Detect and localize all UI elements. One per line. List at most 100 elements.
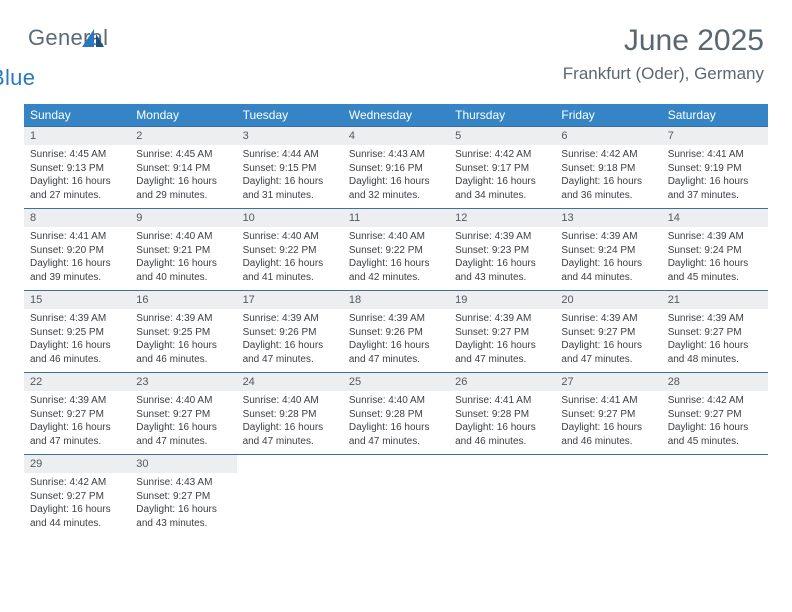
day-number: 13	[555, 209, 661, 227]
calendar-day	[237, 455, 343, 536]
calendar-day: 26Sunrise: 4:41 AMSunset: 9:28 PMDayligh…	[449, 373, 555, 454]
daylight-line: Daylight: 16 hours and 46 minutes.	[30, 339, 124, 366]
day-details: Sunrise: 4:40 AMSunset: 9:28 PMDaylight:…	[237, 391, 343, 454]
daylight-line: Daylight: 16 hours and 27 minutes.	[30, 175, 124, 202]
day-details: Sunrise: 4:43 AMSunset: 9:16 PMDaylight:…	[343, 145, 449, 208]
page-title: June 2025	[563, 24, 764, 58]
sunrise-line: Sunrise: 4:43 AM	[136, 476, 230, 490]
calendar-week: 1Sunrise: 4:45 AMSunset: 9:13 PMDaylight…	[24, 126, 768, 208]
day-details: Sunrise: 4:39 AMSunset: 9:27 PMDaylight:…	[662, 309, 768, 372]
daylight-line: Daylight: 16 hours and 47 minutes.	[455, 339, 549, 366]
sunset-line: Sunset: 9:25 PM	[136, 326, 230, 340]
daylight-line: Daylight: 16 hours and 48 minutes.	[668, 339, 762, 366]
sunset-line: Sunset: 9:24 PM	[668, 244, 762, 258]
day-details: Sunrise: 4:40 AMSunset: 9:21 PMDaylight:…	[130, 227, 236, 290]
daylight-line: Daylight: 16 hours and 31 minutes.	[243, 175, 337, 202]
calendar-day: 20 Sunrise: 4:39 AMSunset: 9:27 PMDayligh…	[555, 291, 661, 372]
col-thursday: Thursday	[449, 104, 555, 126]
sunset-line: Sunset: 9:22 PM	[349, 244, 443, 258]
col-wednesday: Wednesday	[343, 104, 449, 126]
sunrise-line: Sunrise: 4:39 AM	[668, 312, 762, 326]
sunrise-line: Sunrise: 4:41 AM	[30, 230, 124, 244]
day-details: Sunrise: 4:39 AMSunset: 9:27 PMDaylight:…	[449, 309, 555, 372]
calendar-day: 21Sunrise: 4:39 AMSunset: 9:27 PMDayligh…	[662, 291, 768, 372]
calendar: Sunday Monday Tuesday Wednesday Thursday…	[24, 104, 768, 536]
sunset-line: Sunset: 9:27 PM	[668, 326, 762, 340]
sunset-line: Sunset: 9:27 PM	[30, 490, 124, 504]
daylight-line: Daylight: 16 hours and 39 minutes.	[30, 257, 124, 284]
day-number: 12	[449, 209, 555, 227]
sunrise-line: Sunrise: 4:41 AM	[668, 148, 762, 162]
calendar-day	[449, 455, 555, 536]
sunrise-line: Sunrise: 4:45 AM	[30, 148, 124, 162]
sunset-line: Sunset: 9:16 PM	[349, 162, 443, 176]
day-number: 14	[662, 209, 768, 227]
calendar-body: 1Sunrise: 4:45 AMSunset: 9:13 PMDaylight…	[24, 126, 768, 536]
sunset-line: Sunset: 9:17 PM	[455, 162, 549, 176]
day-details: Sunrise: 4:40 AMSunset: 9:22 PMDaylight:…	[343, 227, 449, 290]
calendar-header-row: Sunday Monday Tuesday Wednesday Thursday…	[24, 104, 768, 126]
col-saturday: Saturday	[662, 104, 768, 126]
sunrise-line: Sunrise: 4:42 AM	[30, 476, 124, 490]
day-number: 7	[662, 127, 768, 145]
sunset-line: Sunset: 9:27 PM	[30, 408, 124, 422]
daylight-line: Daylight: 16 hours and 43 minutes.	[136, 503, 230, 530]
calendar-day: 18Sunrise: 4:39 AMSunset: 9:26 PMDayligh…	[343, 291, 449, 372]
daylight-line: Daylight: 16 hours and 47 minutes.	[561, 339, 655, 366]
daylight-line: Daylight: 16 hours and 32 minutes.	[349, 175, 443, 202]
calendar-day	[343, 455, 449, 536]
sunset-line: Sunset: 9:18 PM	[561, 162, 655, 176]
calendar-day: 27Sunrise: 4:41 AMSunset: 9:27 PMDayligh…	[555, 373, 661, 454]
calendar-day: 14Sunrise: 4:39 AMSunset: 9:24 PMDayligh…	[662, 209, 768, 290]
day-details: Sunrise: 4:42 AMSunset: 9:27 PMDaylight:…	[24, 473, 130, 536]
daylight-line: Daylight: 16 hours and 47 minutes.	[243, 339, 337, 366]
day-number: 17	[237, 291, 343, 309]
day-details: Sunrise: 4:43 AMSunset: 9:27 PMDaylight:…	[130, 473, 236, 536]
day-details: Sunrise: 4:42 AMSunset: 9:27 PMDaylight:…	[662, 391, 768, 454]
sunrise-line: Sunrise: 4:39 AM	[136, 312, 230, 326]
day-number: 10	[237, 209, 343, 227]
sunrise-line: Sunrise: 4:40 AM	[349, 394, 443, 408]
day-number: 5	[449, 127, 555, 145]
sunrise-line: Sunrise: 4:40 AM	[243, 394, 337, 408]
day-details: Sunrise: 4:41 AMSunset: 9:20 PMDaylight:…	[24, 227, 130, 290]
daylight-line: Daylight: 16 hours and 43 minutes.	[455, 257, 549, 284]
day-number: 3	[237, 127, 343, 145]
day-details: Sunrise: 4:39 AMSunset: 9:27 PMDaylight:…	[24, 391, 130, 454]
daylight-line: Daylight: 16 hours and 37 minutes.	[668, 175, 762, 202]
day-number: 27	[555, 373, 661, 391]
sunset-line: Sunset: 9:13 PM	[30, 162, 124, 176]
day-number: 23	[130, 373, 236, 391]
daylight-line: Daylight: 16 hours and 34 minutes.	[455, 175, 549, 202]
sunrise-line: Sunrise: 4:39 AM	[561, 312, 655, 326]
day-number: 8	[24, 209, 130, 227]
sunrise-line: Sunrise: 4:44 AM	[243, 148, 337, 162]
calendar-day: 12Sunrise: 4:39 AMSunset: 9:23 PMDayligh…	[449, 209, 555, 290]
sunset-line: Sunset: 9:23 PM	[455, 244, 549, 258]
day-number: 25	[343, 373, 449, 391]
calendar-day: 30Sunrise: 4:43 AMSunset: 9:27 PMDayligh…	[130, 455, 236, 536]
day-number: 20	[555, 291, 661, 309]
day-number: 9	[130, 209, 236, 227]
day-details: Sunrise: 4:45 AMSunset: 9:13 PMDaylight:…	[24, 145, 130, 208]
col-sunday: Sunday	[24, 104, 130, 126]
calendar-day: 4Sunrise: 4:43 AMSunset: 9:16 PMDaylight…	[343, 127, 449, 208]
daylight-line: Daylight: 16 hours and 47 minutes.	[349, 339, 443, 366]
calendar-day: 7Sunrise: 4:41 AMSunset: 9:19 PMDaylight…	[662, 127, 768, 208]
sunrise-line: Sunrise: 4:40 AM	[136, 394, 230, 408]
page-location: Frankfurt (Oder), Germany	[563, 64, 764, 84]
sunset-line: Sunset: 9:27 PM	[561, 326, 655, 340]
day-number: 16	[130, 291, 236, 309]
daylight-line: Daylight: 16 hours and 29 minutes.	[136, 175, 230, 202]
sunset-line: Sunset: 9:27 PM	[136, 490, 230, 504]
daylight-line: Daylight: 16 hours and 44 minutes.	[30, 503, 124, 530]
day-number: 18	[343, 291, 449, 309]
sunrise-line: Sunrise: 4:45 AM	[136, 148, 230, 162]
calendar-day	[662, 455, 768, 536]
calendar-day: 29Sunrise: 4:42 AMSunset: 9:27 PMDayligh…	[24, 455, 130, 536]
day-details: Sunrise: 4:39 AMSunset: 9:24 PMDaylight:…	[662, 227, 768, 290]
sunset-line: Sunset: 9:25 PM	[30, 326, 124, 340]
sunset-line: Sunset: 9:15 PM	[243, 162, 337, 176]
daylight-line: Daylight: 16 hours and 47 minutes.	[243, 421, 337, 448]
sunset-line: Sunset: 9:26 PM	[349, 326, 443, 340]
